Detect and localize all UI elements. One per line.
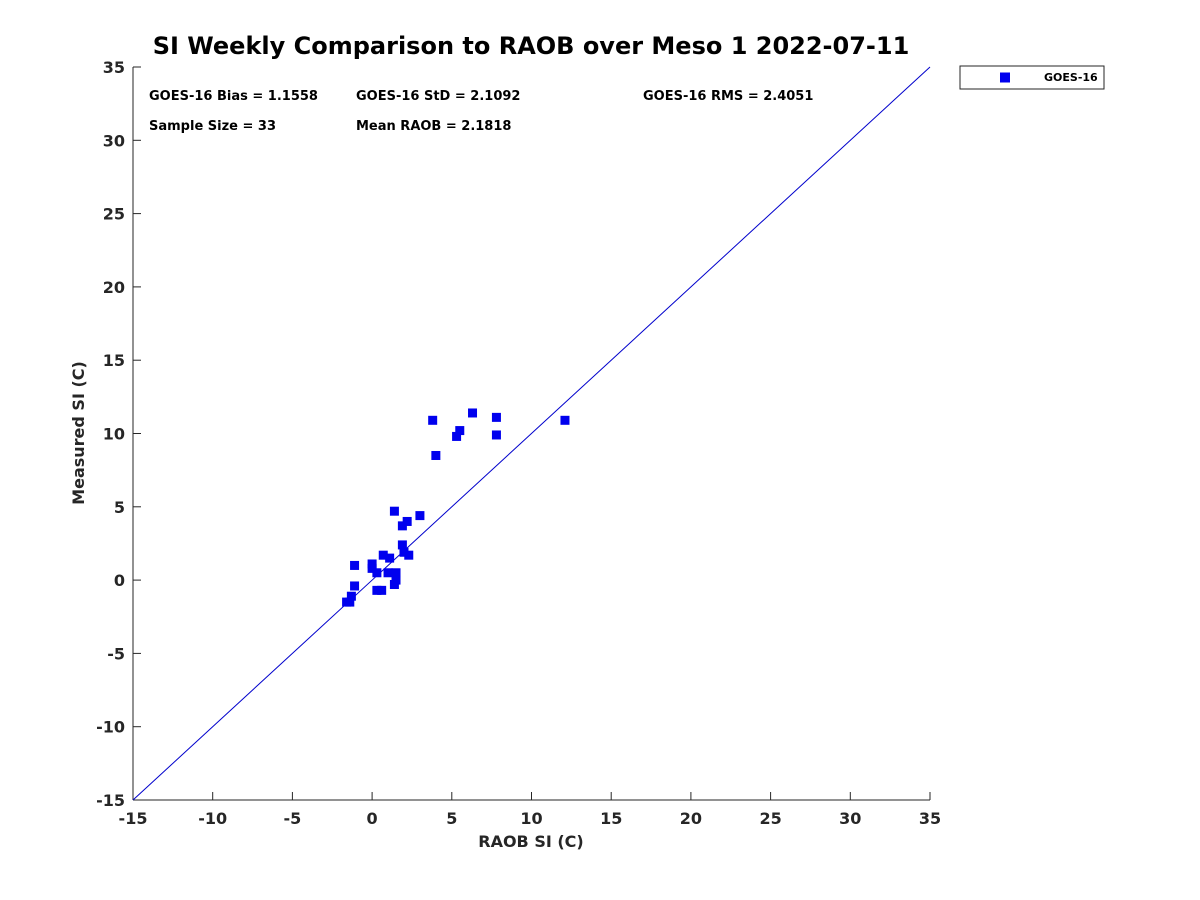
x-tick-label: 20: [680, 809, 702, 828]
one-to-one-line: [132, 66, 931, 801]
data-point: [367, 563, 377, 573]
x-tick-label: -10: [198, 809, 227, 828]
y-tick-label: 30: [103, 131, 125, 150]
data-point: [397, 540, 407, 550]
data-point: [402, 516, 412, 526]
data-point: [350, 581, 360, 591]
reference-line: [132, 66, 931, 801]
data-point: [377, 585, 387, 595]
x-tick-label: -5: [284, 809, 302, 828]
data-point: [383, 568, 393, 578]
y-tick-label: -10: [96, 718, 125, 737]
y-tick-label: -5: [107, 644, 125, 663]
y-tick-label: 10: [103, 425, 125, 444]
legend-label-goes-16: GOES-16: [1044, 71, 1098, 84]
y-axis-label: Measured SI (C): [69, 361, 88, 505]
y-tick-label: 0: [114, 571, 125, 590]
y-axis: -15 -10 -5 0 5 10 15 20 25 30 35: [96, 58, 141, 810]
data-point: [491, 430, 501, 440]
x-tick-label: 25: [759, 809, 781, 828]
data-point: [399, 547, 409, 557]
stat-sample-size: Sample Size = 33: [149, 119, 276, 134]
data-point: [397, 521, 407, 531]
x-tick-label: -15: [119, 809, 148, 828]
data-point: [345, 597, 355, 607]
y-tick-label: 20: [103, 278, 125, 297]
data-point: [431, 450, 441, 460]
x-tick-label: 0: [367, 809, 378, 828]
x-tick-label: 15: [600, 809, 622, 828]
data-points: [342, 408, 570, 607]
data-point: [346, 591, 356, 601]
data-point: [385, 553, 395, 563]
x-tick-label: 10: [520, 809, 542, 828]
data-point: [455, 426, 465, 436]
x-tick-label: 30: [839, 809, 861, 828]
stat-rms: GOES-16 RMS = 2.4051: [643, 89, 813, 104]
y-tick-label: 35: [103, 58, 125, 77]
data-point: [452, 431, 462, 441]
data-point: [428, 415, 438, 425]
data-point: [491, 412, 501, 422]
y-tick-label: 25: [103, 205, 125, 224]
data-point: [404, 550, 414, 560]
legend-marker-goes-16: [1000, 72, 1010, 83]
data-point: [372, 568, 382, 578]
data-point: [560, 415, 570, 425]
stat-mean-raob: Mean RAOB = 2.1818: [356, 119, 511, 134]
stats-annotations: GOES-16 Bias = 1.1558 GOES-16 StD = 2.10…: [149, 89, 813, 134]
data-point: [378, 550, 388, 560]
x-axis: -15 -10 -5 0 5 10 15 20 25 30 35: [119, 792, 941, 828]
chart-title: SI Weekly Comparison to RAOB over Meso 1…: [153, 32, 910, 60]
stat-std: GOES-16 StD = 2.1092: [356, 89, 520, 104]
x-tick-label: 5: [446, 809, 457, 828]
legend-box: [959, 65, 1105, 90]
x-tick-label: 35: [919, 809, 941, 828]
legend: GOES-16: [959, 65, 1105, 90]
data-point: [389, 506, 399, 516]
y-tick-label: 5: [114, 498, 125, 517]
stat-bias: GOES-16 Bias = 1.1558: [149, 89, 318, 104]
data-point: [391, 575, 401, 585]
data-point: [415, 511, 425, 521]
data-point: [468, 408, 478, 418]
data-point: [391, 568, 401, 578]
data-point: [350, 560, 360, 570]
x-axis-label: RAOB SI (C): [478, 832, 583, 851]
y-tick-label: -15: [96, 791, 125, 810]
y-tick-label: 15: [103, 351, 125, 370]
data-point: [372, 585, 382, 595]
